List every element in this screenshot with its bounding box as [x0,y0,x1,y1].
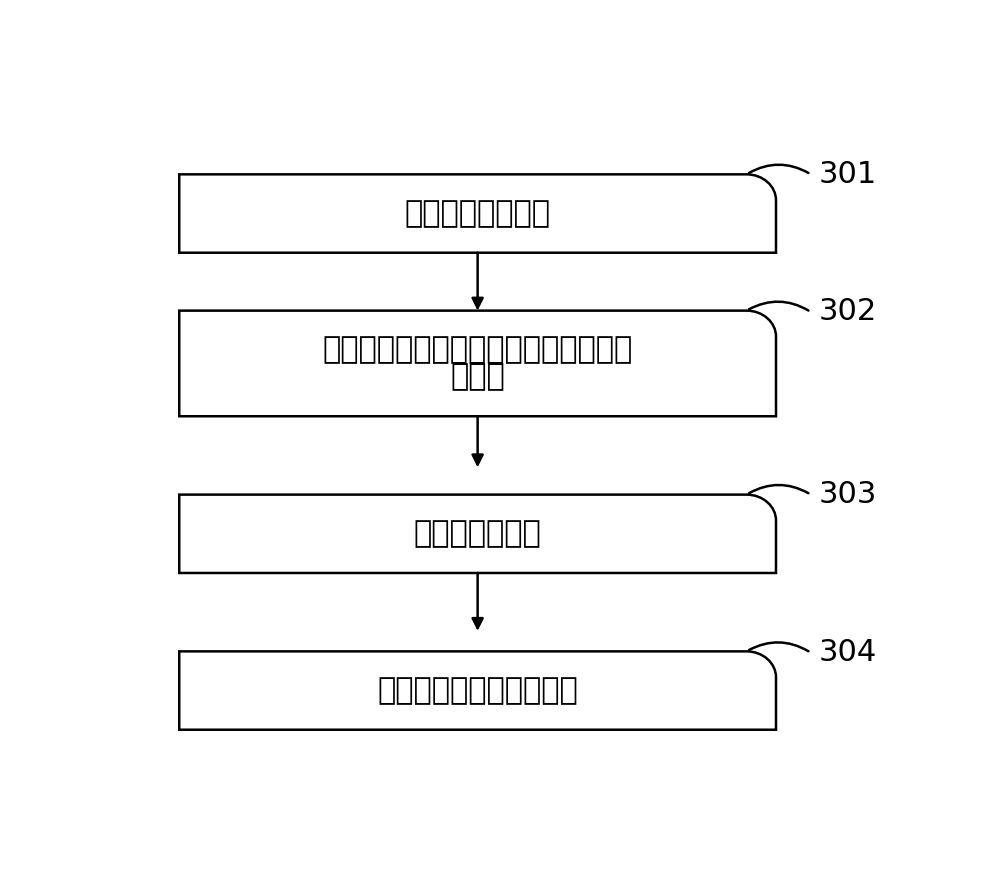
Text: 传感器元件接收剪切阻力值信号并传至: 传感器元件接收剪切阻力值信号并传至 [322,335,633,365]
PathPatch shape [179,495,776,573]
Text: 密封动环转速改变: 密封动环转速改变 [405,199,551,228]
PathPatch shape [179,651,776,730]
Text: 303: 303 [819,481,877,509]
Text: 分析并判断端面开闭状态: 分析并判断端面开闭状态 [377,676,578,705]
Text: 301: 301 [819,160,877,189]
Text: 处理器: 处理器 [450,363,505,391]
Text: 处理器接收信号: 处理器接收信号 [414,519,542,549]
PathPatch shape [179,174,776,253]
Text: 302: 302 [819,297,877,327]
PathPatch shape [179,311,776,416]
Text: 304: 304 [819,638,877,667]
